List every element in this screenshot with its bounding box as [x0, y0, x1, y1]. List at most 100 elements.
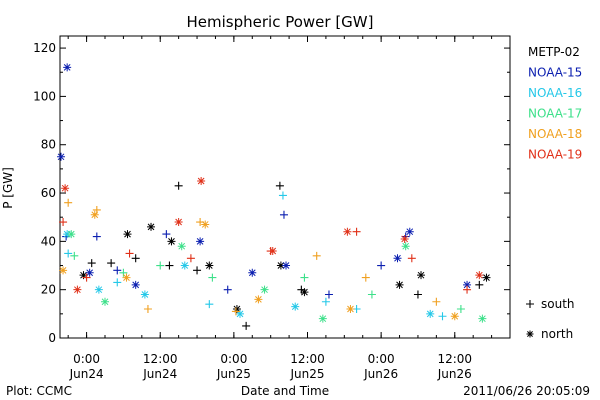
noaa-19-north-point	[197, 176, 206, 185]
noaa-19-north-point	[73, 285, 82, 294]
noaa-16-south-point	[205, 300, 214, 309]
y-tick-label: 20	[41, 283, 56, 297]
noaa-17-south-point	[208, 273, 217, 282]
noaa-19-north-point	[475, 271, 484, 280]
noaa-19-north-point	[61, 184, 70, 193]
noaa-16-north-point	[291, 302, 300, 311]
noaa-16-north-point	[236, 309, 244, 318]
y-tick-label: 100	[33, 89, 56, 103]
y-axis-label: P [GW]	[1, 167, 15, 209]
noaa-15-north-point	[196, 237, 205, 246]
noaa-17-north-point	[478, 314, 487, 323]
noaa-18-south-point	[64, 198, 73, 207]
legend-entry-noaa-19: NOAA-19	[528, 148, 582, 162]
metp-02-north-point	[79, 271, 88, 280]
plot-credit: Plot: CCMC	[6, 384, 72, 398]
metp-02-south-point	[131, 254, 140, 263]
noaa-16-south-point	[321, 297, 330, 306]
noaa-17-north-point	[101, 297, 109, 306]
noaa-18-north-point	[122, 273, 131, 282]
metp-02-north-point	[167, 237, 176, 246]
marker-legend-north: north	[541, 327, 573, 341]
noaa-18-north-point	[59, 266, 68, 275]
metp-02-north-point	[300, 288, 309, 297]
marker-legend-plus-symbol	[526, 300, 534, 308]
x-tick-date-label: Jun24	[142, 367, 177, 381]
noaa-16-south-point	[438, 312, 447, 321]
marker-legend-south: south	[541, 297, 575, 311]
noaa-16-north-point	[180, 261, 189, 270]
noaa-15-north-point	[248, 268, 257, 277]
x-tick-date-label: Jun24	[69, 367, 104, 381]
noaa-15-north-point	[85, 268, 94, 277]
metp-02-south-point	[174, 181, 183, 190]
noaa-19-north-point	[343, 227, 352, 236]
noaa-16-north-point	[426, 309, 435, 318]
noaa-18-south-point	[432, 297, 441, 306]
noaa-15-south-point	[223, 285, 232, 294]
noaa-18-south-point	[361, 273, 370, 282]
metp-02-south-point	[275, 181, 284, 190]
legend-entry-noaa-17: NOAA-17	[528, 107, 582, 121]
noaa-15-north-point	[131, 280, 140, 289]
noaa-15-north-point	[405, 227, 414, 236]
noaa-18-north-point	[346, 305, 355, 314]
noaa-15-south-point	[92, 232, 101, 241]
noaa-15-north-point	[282, 261, 291, 270]
legend-entry-noaa-16: NOAA-16	[528, 86, 582, 100]
noaa-15-north-point	[63, 63, 72, 72]
x-tick-time-label: 12:00	[143, 352, 178, 366]
noaa-16-south-point	[278, 191, 287, 200]
noaa-17-north-point	[67, 230, 76, 239]
metp-02-south-point	[193, 266, 202, 275]
noaa-18-north-point	[254, 295, 263, 304]
noaa-19-north-point	[400, 234, 409, 243]
x-tick-date-label: Jun26	[437, 367, 472, 381]
x-tick-time-label: 0:00	[220, 352, 247, 366]
noaa-17-south-point	[70, 251, 79, 260]
legend-entry-noaa-15: NOAA-15	[528, 66, 582, 80]
noaa-16-north-point	[94, 285, 103, 294]
x-tick-date-label: Jun26	[363, 367, 398, 381]
metp-02-north-point	[147, 222, 156, 231]
noaa-18-north-point	[201, 220, 210, 229]
metp-02-south-point	[87, 259, 96, 268]
metp-02-north-point	[123, 230, 132, 239]
x-tick-time-label: 0:00	[368, 352, 395, 366]
noaa-19-south-point	[407, 254, 416, 263]
noaa-18-south-point	[312, 251, 321, 260]
noaa-15-south-point	[324, 290, 333, 299]
plot-frame	[59, 35, 511, 339]
marker-legend-star-symbol	[526, 330, 534, 338]
legend: METP-02 NOAA-15 NOAA-16 NOAA-17 NOAA-18 NOAA-…	[528, 45, 582, 162]
metp-02-north-point	[482, 273, 491, 282]
noaa-17-north-point	[177, 242, 186, 251]
noaa-15-north-point	[463, 280, 472, 289]
noaa-18-north-point	[450, 312, 459, 321]
metp-02-north-point	[395, 280, 404, 289]
y-tick-label: 80	[41, 138, 56, 152]
chart-title: Hemispheric Power [GW]	[187, 13, 374, 31]
noaa-15-south-point	[162, 230, 171, 239]
legend-entry-metp-02: METP-02	[528, 45, 580, 59]
metp-02-south-point	[165, 261, 174, 270]
x-axis: 0:00Jun2412:00Jun240:00Jun2512:00Jun250:…	[67, 36, 493, 381]
noaa-15-south-point	[377, 261, 386, 270]
x-tick-time-label: 12:00	[290, 352, 325, 366]
noaa-19-south-point	[186, 254, 195, 263]
noaa-19-south-point	[463, 285, 472, 294]
metp-02-south-point	[413, 290, 422, 299]
x-tick-date-label: Jun25	[216, 367, 251, 381]
metp-02-north-point	[205, 261, 214, 270]
noaa-17-north-point	[260, 285, 269, 294]
y-axis: 0 20 40 60 80 100 120	[33, 41, 510, 345]
noaa-17-north-point	[401, 242, 410, 251]
noaa-18-south-point	[143, 305, 152, 314]
plot-timestamp: 2011/06/26 20:05:09	[463, 384, 590, 398]
noaa-17-south-point	[119, 268, 128, 277]
noaa-15-north-point	[393, 254, 402, 263]
y-tick-label: 60	[41, 186, 56, 200]
noaa-15-north-point	[57, 152, 66, 161]
noaa-17-north-point	[318, 314, 327, 323]
noaa-16-south-point	[64, 249, 73, 258]
